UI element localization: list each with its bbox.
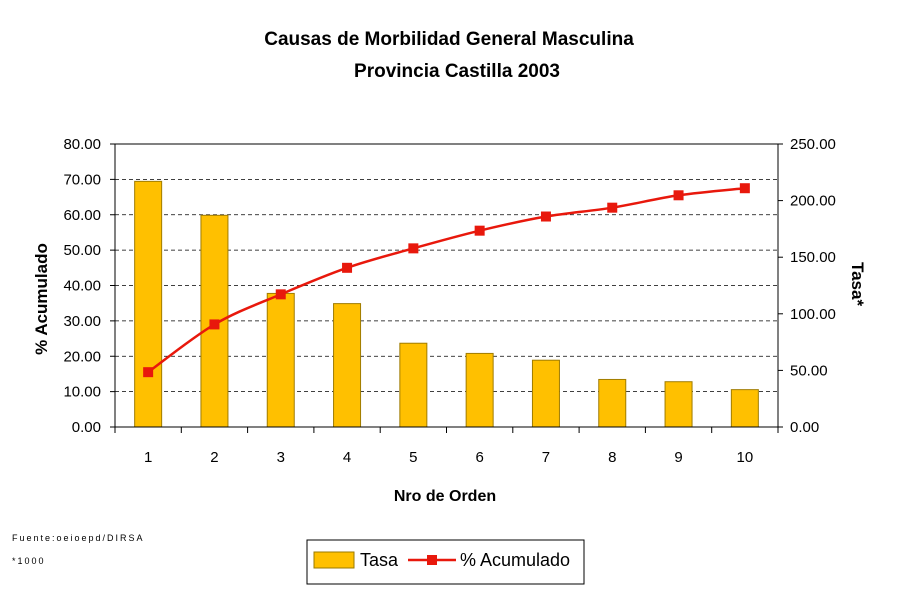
y-left-tick-label: 10.00 <box>63 384 101 401</box>
x-tick-label: 7 <box>542 449 550 466</box>
x-axis-title: Nro de Orden <box>394 488 496 505</box>
y-left-tick-label: 70.00 <box>63 171 101 188</box>
scale-note: *1000 <box>12 556 46 566</box>
point-acumulado <box>673 190 684 201</box>
x-axis-ticks <box>114 427 779 433</box>
bar-tasa <box>266 292 295 428</box>
line-acumulado <box>147 186 745 374</box>
y-left-tick-label: 30.00 <box>63 313 101 330</box>
point-acumulado <box>540 211 551 222</box>
y-left-tick-label: 50.00 <box>63 242 101 259</box>
right-axis-ticks: 0.00 50.00 100.00 150.00 200.00 250.00 <box>778 136 836 436</box>
y-left-tick-label: 60.00 <box>63 207 101 224</box>
x-tick-label: 8 <box>608 449 616 466</box>
left-axis-title: % Acumulado <box>32 243 51 355</box>
legend: Tasa % Acumulado <box>306 539 585 585</box>
y-left-tick-label: 80.00 <box>63 136 101 153</box>
left-axis-ticks: 0.00 10.00 20.00 30.00 40.00 50.00 60.00 70.00 8… <box>63 136 115 436</box>
bar-tasa <box>531 359 560 428</box>
source-note: Fuente:oeioepd/DIRSA <box>12 533 145 543</box>
point-acumulado <box>209 319 220 330</box>
legend-bar-swatch <box>313 551 355 569</box>
x-tick-label: 1 <box>144 449 152 466</box>
x-axis-labels: 1 2 3 4 5 6 7 8 9 10 <box>144 449 753 466</box>
bar-tasa <box>598 378 627 428</box>
y-left-tick-label: 40.00 <box>63 278 101 295</box>
y-right-tick-label: 250.00 <box>790 136 836 153</box>
bar-tasa <box>465 352 494 428</box>
legend-line-label: % Acumulado <box>460 550 570 570</box>
point-acumulado <box>143 367 154 378</box>
y-left-tick-label: 0.00 <box>72 419 101 436</box>
bar-tasa <box>664 381 693 428</box>
point-acumulado <box>474 225 485 236</box>
grid-lines <box>115 178 778 393</box>
y-right-tick-label: 0.00 <box>790 419 819 436</box>
legend-bar-label: Tasa <box>360 550 399 570</box>
bar-tasa <box>333 303 362 428</box>
bar-tasa <box>134 180 163 428</box>
x-tick-label: 6 <box>475 449 483 466</box>
y-right-tick-label: 150.00 <box>790 249 836 266</box>
bar-tasa <box>399 342 428 428</box>
legend-line-marker <box>427 555 437 565</box>
point-acumulado <box>739 183 750 194</box>
chart-title: Causas de Morbilidad General Masculina <box>264 29 634 50</box>
bar-tasa <box>730 389 759 428</box>
x-tick-label: 4 <box>343 449 351 466</box>
chart-subtitle: Provincia Castilla 2003 <box>354 61 560 82</box>
y-left-tick-label: 20.00 <box>63 348 101 365</box>
point-acumulado <box>408 243 419 254</box>
y-right-tick-label: 200.00 <box>790 193 836 210</box>
y-right-tick-label: 100.00 <box>790 306 836 323</box>
right-axis-title: Tasa* <box>848 262 867 306</box>
point-acumulado <box>275 289 286 300</box>
x-tick-label: 5 <box>409 449 417 466</box>
bar-series <box>134 180 759 428</box>
x-tick-label: 9 <box>674 449 682 466</box>
point-acumulado <box>342 262 353 273</box>
point-acumulado <box>607 202 618 213</box>
x-tick-label: 2 <box>210 449 218 466</box>
x-tick-label: 3 <box>277 449 285 466</box>
y-right-tick-label: 50.00 <box>790 362 828 379</box>
line-series <box>143 183 750 378</box>
x-tick-label: 10 <box>737 449 754 466</box>
